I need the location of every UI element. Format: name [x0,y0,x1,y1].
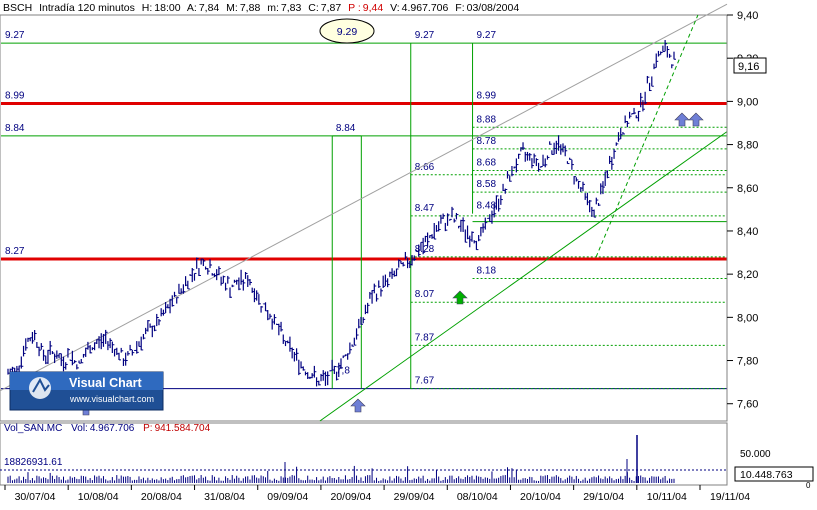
fib-left-label: 7.67 [415,376,435,387]
y-tick-label: 9,00 [737,96,758,108]
visual-chart-logo[interactable]: Visual Chart www.visualchart.com [9,371,164,411]
fib-right-label: 8.78 [477,136,497,147]
x-tick-label: 10/11/04 [647,491,687,503]
volume-tick-0: 0 [806,481,811,490]
volume-current-box [734,466,814,482]
x-tick-label: 20/10/04 [520,491,561,503]
up-arrow-icon [688,112,704,127]
x-tick-label: 31/08/04 [204,491,245,503]
current-price: 9,16 [738,61,759,73]
fib-right-label: 8.68 [477,157,497,168]
level-label: 9.27 [5,30,25,41]
y-tick-label: 8,60 [737,183,758,195]
volume-current-value: 10.448.763 [740,469,793,481]
trend-line-lower [319,131,728,422]
fib-left-label: 8.28 [415,244,435,255]
up-arrow-icon [452,290,468,305]
fib-left-label: 8.66 [415,162,435,173]
x-tick-label: 20/08/04 [141,491,182,503]
x-tick-label: 29/10/04 [583,491,624,503]
fibonacci-levels: 9.27 8.84 8.66 8.47 8.28 8.07 7.87 7.67 9.27 8.99… [331,30,727,390]
y-tick-label: 7,80 [737,356,758,368]
up-arrow-icon [350,398,366,413]
logo-globe-icon [29,377,51,399]
logo-url: www.visualchart.com [69,394,154,404]
horizontal-levels: 9.27 8.99 8.84 8.27 [1,30,727,390]
fib-right-label: 8.99 [477,91,497,102]
date-axis: 30/07/04 10/08/04 20/08/04 31/08/04 09/09/04… [4,485,750,503]
logo-name: Visual Chart [69,376,143,390]
fib-left-label: 8.07 [415,289,435,300]
fib-left-label: 7.87 [415,332,435,343]
x-tick-label: 29/09/04 [394,491,435,503]
x-tick-label: 30/07/04 [15,491,56,503]
y-tick-label: 8,40 [737,226,758,238]
fib-partial-label: 7,8 [336,365,350,376]
up-arrow-icon [674,112,690,127]
fib-right-label: 9.27 [477,30,497,41]
fib-right-label: 8.18 [477,265,497,276]
fib-left-label: 8.47 [415,203,435,214]
fib-right-label: 8.58 [477,179,497,190]
y-tick-label: 7,60 [737,399,758,411]
x-tick-label: 19/11/04 [710,491,750,503]
price-bars [7,40,676,387]
volume-bars [7,435,675,483]
volume-header: Vol_SAN.MC Vol: 4.967.706 P: 941.584.704 [4,423,211,434]
fib-right-label: 8.48 [477,201,497,212]
timeframe: Intradía 120 minutos [39,2,135,14]
y-tick-label: 8,00 [737,312,758,324]
level-label: 8.84 [5,123,25,134]
trend-lines [0,3,728,422]
symbol: BSCH [3,2,32,14]
y-tick-label: 9,40 [737,10,758,22]
y-tick-label: 8,20 [737,269,758,281]
trend-line-upper [0,3,728,392]
x-tick-label: 10/08/04 [78,491,119,503]
current-price-box [733,57,767,74]
trend-line-fan [595,14,699,258]
x-tick-label: 09/09/04 [267,491,308,503]
volume-tick-50000: 50.000 [740,449,771,460]
level-label: 8.99 [5,91,25,102]
x-tick-label: 20/09/04 [330,491,371,503]
fib-left-label: 8.84 [336,123,356,134]
fib-right-label: 8.88 [477,114,497,125]
oval-annotation[interactable] [319,18,375,44]
header-info: BSCH Intradía 120 minutos H: 18:00 A: 7,84… [3,2,519,14]
oval-label: 9.29 [337,26,358,38]
header-bar [0,0,727,15]
volume-average-label: 18826931.61 [4,457,63,468]
x-tick-label: 08/10/04 [457,491,498,503]
level-label: 8.27 [5,246,25,257]
fib-left-label: 9.27 [415,30,435,41]
y-tick-label: 8,80 [737,140,758,152]
price-axis: 9,409,209,008,808,608,408,208,007,807,60 [726,10,758,421]
